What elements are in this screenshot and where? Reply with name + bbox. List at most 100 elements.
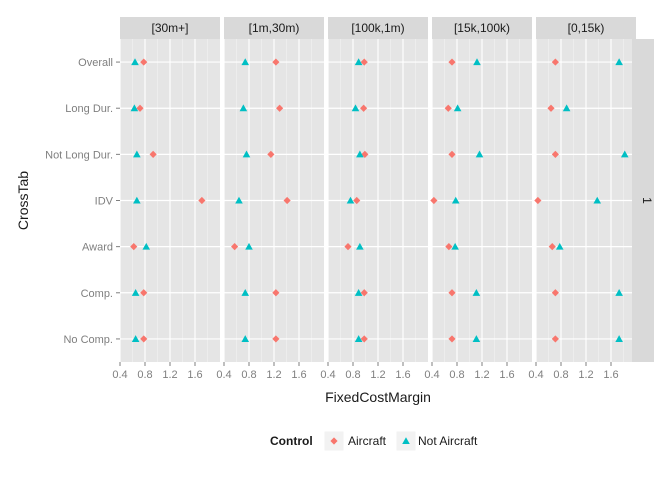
point-aircraft <box>130 243 138 251</box>
x-tick-label: 0.8 <box>345 369 360 381</box>
facet-label: [100k,1m) <box>351 21 404 35</box>
facet-strip <box>328 17 428 39</box>
x-tick-label: 1.2 <box>266 369 281 381</box>
x-tick-label: 0.4 <box>216 369 231 381</box>
point-aircraft <box>272 58 280 66</box>
y-tick-label: Not Long Dur. <box>45 149 113 161</box>
point-not-aircraft <box>354 58 363 66</box>
point-aircraft <box>551 150 559 158</box>
point-not-aircraft <box>131 58 139 66</box>
legend-label: Not Aircraft <box>418 434 478 448</box>
x-tick-label: 1.2 <box>578 369 593 381</box>
row-strip <box>632 39 654 362</box>
point-not-aircraft <box>131 335 140 342</box>
point-aircraft <box>448 150 456 158</box>
x-tick-label: 1.6 <box>395 369 410 381</box>
x-tick-label: 0.8 <box>553 369 568 381</box>
y-tick-label: No Comp. <box>63 334 113 346</box>
point-aircraft <box>360 335 368 343</box>
x-tick-label: 0.4 <box>528 369 543 381</box>
point-aircraft <box>444 104 452 112</box>
point-not-aircraft <box>615 335 623 342</box>
point-not-aircraft <box>473 58 481 66</box>
legend-triangle <box>402 437 410 445</box>
point-not-aircraft <box>351 104 360 112</box>
y-tick-label: Overall <box>78 57 113 69</box>
facet-panel: [0,15k) 0.4 0.8 1.2 1.6 <box>528 17 636 381</box>
y-tick-label: Award <box>82 242 113 254</box>
point-aircraft <box>283 196 291 205</box>
x-tick-label: 1.6 <box>291 369 306 381</box>
point-not-aircraft <box>593 196 602 204</box>
point-aircraft <box>430 196 438 205</box>
point-aircraft <box>548 243 556 251</box>
point-aircraft <box>272 289 280 297</box>
point-not-aircraft <box>356 150 364 158</box>
point-aircraft <box>360 289 368 297</box>
point-not-aircraft <box>615 288 623 296</box>
facet-panel: [1m,30m) 0.4 0.8 1.2 1.6 <box>216 17 324 381</box>
x-axis-title: FixedCostMargin <box>325 389 431 405</box>
point-not-aircraft <box>453 104 462 112</box>
point-not-aircraft <box>241 58 250 66</box>
point-aircraft <box>272 335 280 343</box>
legend: Control Aircraft Not Aircraft <box>270 430 478 452</box>
point-not-aircraft <box>451 242 459 250</box>
x-tick-label: 1.6 <box>187 369 202 381</box>
facet-label: [0,15k) <box>568 21 605 35</box>
facet-panel: [15k,100k) 0.4 0.8 1.2 1.6 <box>424 17 532 381</box>
point-not-aircraft <box>130 104 139 112</box>
point-not-aircraft <box>475 150 484 158</box>
point-not-aircraft <box>235 196 243 204</box>
point-aircraft <box>448 289 456 297</box>
point-aircraft <box>551 58 559 66</box>
point-aircraft <box>149 150 157 158</box>
point-aircraft <box>360 104 368 112</box>
point-not-aircraft <box>131 288 140 296</box>
row-strip-label: 1 <box>640 197 654 204</box>
facet-label: [15k,100k) <box>454 21 510 35</box>
facet-strip <box>120 17 220 39</box>
point-not-aircraft <box>346 196 355 204</box>
point-not-aircraft <box>242 150 251 158</box>
x-tick-label: 0.8 <box>449 369 464 381</box>
point-aircraft <box>445 243 453 251</box>
facet-strip <box>224 17 324 39</box>
point-aircraft <box>276 104 284 112</box>
x-tick-label: 1.2 <box>162 369 177 381</box>
point-not-aircraft <box>562 104 571 112</box>
facet-panel: [100k,1m) 0.4 0.8 1.2 1.6 <box>320 17 428 381</box>
x-tick-label: 1.2 <box>474 369 489 381</box>
point-not-aircraft <box>245 242 253 250</box>
point-not-aircraft <box>133 196 141 204</box>
point-not-aircraft <box>142 242 151 250</box>
point-aircraft <box>231 243 239 251</box>
point-aircraft <box>551 335 559 343</box>
point-aircraft <box>198 196 206 205</box>
x-tick-label: 1.6 <box>499 369 514 381</box>
point-aircraft <box>547 104 555 112</box>
facet-label: [1m,30m) <box>249 21 300 35</box>
point-aircraft <box>534 196 542 205</box>
facet-label: [30m+] <box>151 21 188 35</box>
y-tick-label: Long Dur. <box>65 103 113 115</box>
point-not-aircraft <box>239 104 248 112</box>
facet-strip <box>536 17 636 39</box>
facet-panel: [30m+] 0.4 0.8 1.2 1.6 <box>112 17 220 381</box>
legend-diamond <box>330 437 338 445</box>
point-not-aircraft <box>555 242 564 250</box>
point-not-aircraft <box>354 335 363 342</box>
point-not-aircraft <box>615 58 623 66</box>
point-aircraft <box>267 150 275 158</box>
point-not-aircraft <box>241 335 250 342</box>
point-aircraft <box>140 289 148 297</box>
point-not-aircraft <box>620 150 629 158</box>
point-aircraft <box>551 289 559 297</box>
point-not-aircraft <box>354 288 363 296</box>
point-not-aircraft <box>472 288 481 296</box>
point-not-aircraft <box>472 335 481 342</box>
point-not-aircraft <box>133 150 141 158</box>
y-tick-label: Comp. <box>81 288 113 300</box>
